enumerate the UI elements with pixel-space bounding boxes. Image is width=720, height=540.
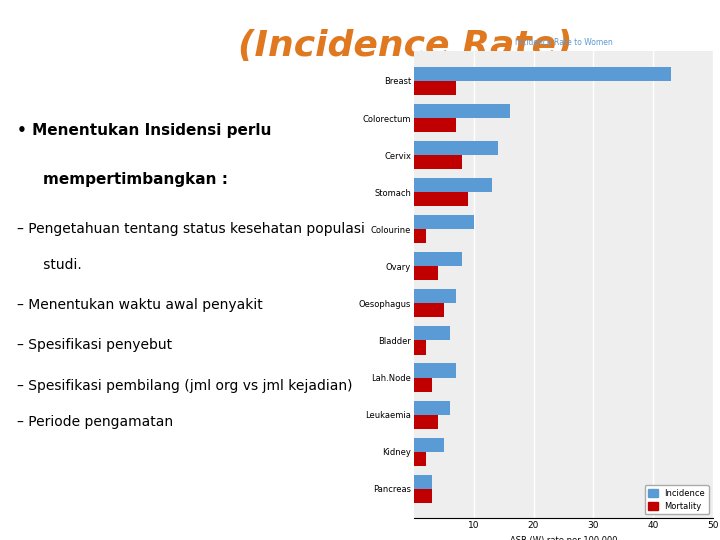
Text: – Spesifikasi penyebut: – Spesifikasi penyebut <box>17 338 172 352</box>
Bar <box>414 266 438 280</box>
Text: (Incidence Rate): (Incidence Rate) <box>238 29 572 63</box>
Bar <box>414 326 450 340</box>
Bar <box>414 437 444 451</box>
Bar <box>414 475 432 489</box>
Bar <box>414 401 450 415</box>
Bar <box>414 192 468 206</box>
Text: studi.: studi. <box>17 258 82 272</box>
Text: – Pengetahuan tentang status kesehatan populasi: – Pengetahuan tentang status kesehatan p… <box>17 222 365 236</box>
Bar <box>414 230 426 244</box>
Bar <box>414 303 444 318</box>
Bar <box>414 377 432 392</box>
X-axis label: ASR (W) rate per 100,000: ASR (W) rate per 100,000 <box>510 536 617 540</box>
Bar <box>414 215 474 230</box>
Text: – Periode pengamatan: – Periode pengamatan <box>17 415 174 429</box>
Bar <box>414 289 456 303</box>
Bar <box>414 178 492 192</box>
Bar <box>414 252 462 266</box>
Text: – Menentukan waktu awal penyakit: – Menentukan waktu awal penyakit <box>17 298 263 312</box>
Legend: Incidence, Mortality: Incidence, Mortality <box>644 485 708 514</box>
Bar <box>414 451 426 466</box>
Text: Incidence Rate to Women: Incidence Rate to Women <box>515 38 612 46</box>
Bar <box>414 155 462 169</box>
Bar <box>414 67 671 81</box>
Text: • Menentukan Insidensi perlu: • Menentukan Insidensi perlu <box>17 123 271 138</box>
Text: mempertimbangkan :: mempertimbangkan : <box>43 172 228 187</box>
Bar <box>414 489 432 503</box>
Bar <box>414 141 498 155</box>
Bar <box>414 340 426 355</box>
Bar <box>414 363 456 377</box>
Text: – Spesifikasi pembilang (jml org vs jml kejadian): – Spesifikasi pembilang (jml org vs jml … <box>17 379 353 393</box>
Bar <box>414 104 510 118</box>
Bar <box>414 81 456 95</box>
Text: INSIDENSI: INSIDENSI <box>14 29 222 63</box>
Bar <box>414 415 438 429</box>
Bar <box>414 118 456 132</box>
